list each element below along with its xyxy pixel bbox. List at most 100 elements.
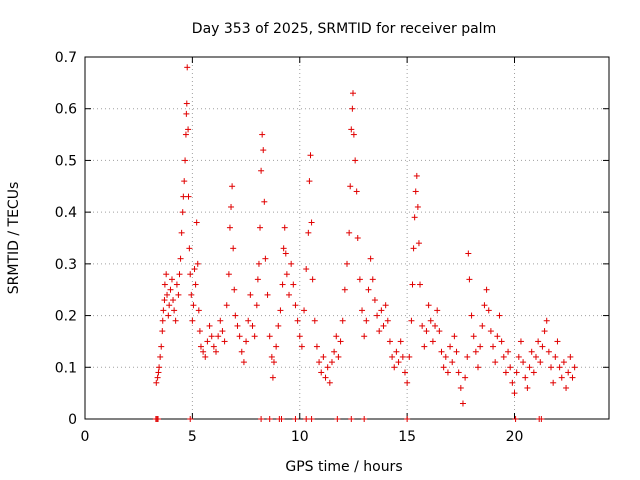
data-point bbox=[311, 317, 318, 324]
y-axis-label: SRMTID / TECUs bbox=[6, 182, 22, 295]
data-point bbox=[436, 328, 443, 335]
data-point bbox=[538, 416, 545, 422]
plot-area-frame bbox=[84, 56, 610, 420]
data-point bbox=[163, 271, 170, 278]
data-point bbox=[308, 416, 315, 422]
x-tick-label: 20 bbox=[506, 429, 524, 445]
data-point bbox=[168, 276, 175, 283]
data-point bbox=[550, 379, 557, 386]
data-point bbox=[376, 328, 383, 335]
data-point bbox=[483, 286, 490, 293]
data-point bbox=[404, 416, 411, 422]
data-point bbox=[545, 348, 552, 355]
data-point bbox=[206, 322, 213, 329]
data-point bbox=[303, 416, 310, 422]
data-point bbox=[270, 359, 277, 366]
data-point bbox=[512, 416, 519, 422]
data-point bbox=[371, 297, 378, 304]
data-point bbox=[365, 286, 372, 293]
y-tick-label: 0.5 bbox=[55, 153, 77, 169]
data-point bbox=[520, 359, 527, 366]
data-point bbox=[324, 364, 331, 371]
data-point bbox=[153, 379, 160, 386]
data-point bbox=[238, 348, 245, 355]
data-point bbox=[333, 333, 340, 340]
data-point bbox=[447, 343, 454, 350]
data-point bbox=[432, 322, 439, 329]
data-point bbox=[413, 172, 420, 179]
data-point bbox=[470, 333, 477, 340]
y-tick-label: 0.2 bbox=[55, 309, 77, 325]
data-point bbox=[479, 322, 486, 329]
data-point bbox=[182, 131, 189, 138]
data-point bbox=[258, 167, 265, 174]
data-point bbox=[187, 416, 194, 422]
data-point bbox=[245, 317, 252, 324]
data-point bbox=[337, 338, 344, 345]
data-point bbox=[442, 353, 449, 360]
data-point bbox=[318, 369, 325, 376]
data-point bbox=[565, 369, 572, 376]
data-point bbox=[262, 255, 269, 262]
data-point bbox=[399, 353, 406, 360]
data-point bbox=[423, 328, 430, 335]
data-point bbox=[406, 353, 413, 360]
y-tick-label: 0.4 bbox=[55, 205, 77, 221]
data-point bbox=[181, 178, 188, 185]
data-point bbox=[350, 90, 357, 97]
data-point bbox=[475, 364, 481, 371]
data-point bbox=[409, 281, 416, 288]
data-point bbox=[261, 198, 268, 205]
data-point bbox=[548, 364, 555, 371]
grid-lines bbox=[85, 57, 609, 419]
data-point bbox=[247, 291, 254, 298]
data-point bbox=[282, 250, 289, 257]
data-point bbox=[320, 353, 327, 360]
data-point bbox=[560, 359, 567, 366]
data-point bbox=[522, 374, 529, 381]
data-point bbox=[457, 384, 464, 391]
data-point bbox=[187, 271, 194, 278]
data-point bbox=[177, 255, 184, 262]
data-point bbox=[159, 328, 166, 335]
data-point bbox=[178, 229, 185, 236]
data-point bbox=[175, 291, 182, 298]
data-point bbox=[173, 281, 180, 288]
y-tick-label: 0.1 bbox=[55, 360, 77, 376]
data-point bbox=[507, 364, 514, 371]
data-point bbox=[449, 359, 456, 366]
data-point bbox=[240, 359, 247, 366]
data-point bbox=[185, 126, 192, 133]
data-point bbox=[517, 338, 524, 345]
data-point bbox=[243, 338, 250, 345]
data-point bbox=[208, 333, 215, 340]
data-point bbox=[481, 302, 488, 309]
data-point bbox=[472, 348, 479, 355]
data-point bbox=[259, 131, 266, 138]
data-point bbox=[513, 369, 520, 376]
data-point bbox=[155, 369, 162, 376]
data-point bbox=[382, 302, 389, 309]
data-point bbox=[161, 297, 168, 304]
data-point bbox=[176, 271, 183, 278]
data-point bbox=[361, 416, 368, 422]
data-point bbox=[440, 364, 447, 371]
data-point bbox=[294, 317, 301, 324]
data-point bbox=[189, 317, 196, 324]
data-point bbox=[316, 359, 323, 366]
data-point bbox=[192, 281, 199, 288]
data-point bbox=[183, 110, 190, 117]
data-point bbox=[188, 291, 195, 298]
data-point bbox=[386, 338, 393, 345]
data-point bbox=[221, 338, 228, 345]
data-point bbox=[231, 286, 238, 293]
data-point bbox=[179, 209, 186, 216]
data-point bbox=[290, 281, 297, 288]
data-point bbox=[253, 302, 260, 309]
data-point bbox=[236, 333, 243, 340]
data-point bbox=[425, 302, 432, 309]
data-point bbox=[183, 100, 190, 107]
data-point bbox=[408, 317, 415, 324]
data-point bbox=[380, 322, 387, 329]
